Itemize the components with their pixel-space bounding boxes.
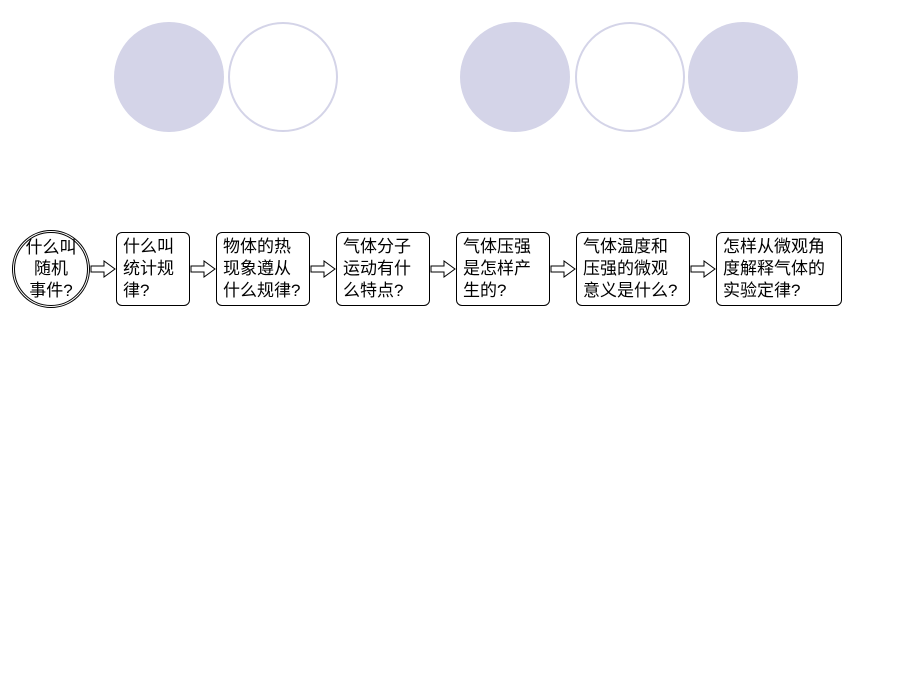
decor-circle-3 [575,22,685,132]
flow-node-1: 物体的热现象遵从什么规律? [216,232,310,306]
start-node-label: 什么叫随机事件? [26,237,77,301]
flow-node-label: 气体温度和压强的微观意义是什么? [583,236,677,302]
flow-node-3: 气体压强是怎样产生的? [456,232,550,306]
decor-circle-4 [688,22,798,132]
start-node: 什么叫随机事件? [12,230,90,308]
arrow-icon [550,258,576,280]
arrow-icon [90,258,116,280]
arrow-icon [310,258,336,280]
arrow-icon [430,258,456,280]
flow-node-label: 什么叫统计规律? [123,236,174,302]
flow-node-label: 气体压强是怎样产生的? [463,236,531,302]
flow-node-label: 气体分子运动有什么特点? [343,236,411,302]
arrow-icon [690,258,716,280]
flow-node-label: 物体的热现象遵从什么规律? [223,236,300,302]
flow-node-4: 气体温度和压强的微观意义是什么? [576,232,690,306]
flow-node-0: 什么叫统计规律? [116,232,190,306]
flow-node-label: 怎样从微观角度解释气体的实验定律? [723,236,825,302]
decor-circle-0 [114,22,224,132]
decor-circle-2 [460,22,570,132]
flow-node-2: 气体分子运动有什么特点? [336,232,430,306]
arrow-icon [190,258,216,280]
flow-node-5: 怎样从微观角度解释气体的实验定律? [716,232,842,306]
flowchart: 什么叫随机事件? 什么叫统计规律? 物体的热现象遵从什么规律? 气体分子运动有什么特点… [12,230,842,308]
decor-circle-1 [228,22,338,132]
